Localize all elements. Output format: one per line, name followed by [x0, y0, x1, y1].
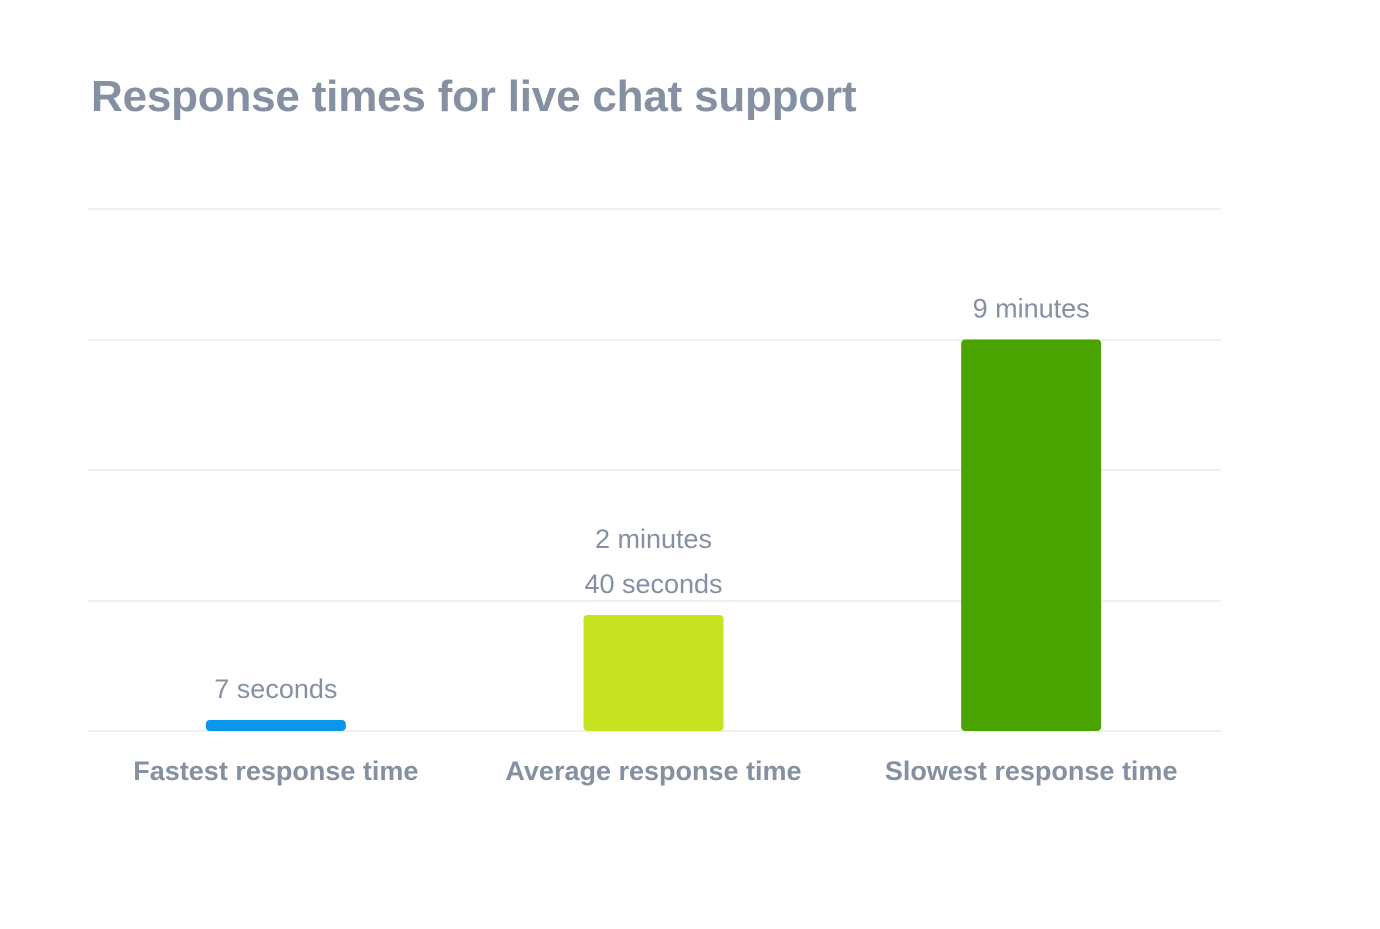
bar-1: [205, 720, 346, 731]
bar-2: [583, 614, 724, 731]
data-label: 7 seconds: [214, 674, 337, 704]
bar-3: [961, 339, 1102, 731]
category-label: Average response time: [505, 756, 801, 786]
data-label: 40 seconds: [584, 569, 722, 599]
data-label: 2 minutes: [595, 524, 712, 554]
data-label: 9 minutes: [973, 294, 1090, 324]
category-label: Fastest response time: [133, 756, 418, 786]
bars-group: [205, 339, 1102, 731]
category-label: Slowest response time: [885, 756, 1178, 786]
value-labels-group: 7 seconds 2 minutes 40 seconds 9 minutes: [214, 294, 1089, 705]
chart-title: Response times for live chat support: [91, 72, 857, 121]
category-labels-group: Fastest response time Average response ti…: [133, 756, 1177, 786]
